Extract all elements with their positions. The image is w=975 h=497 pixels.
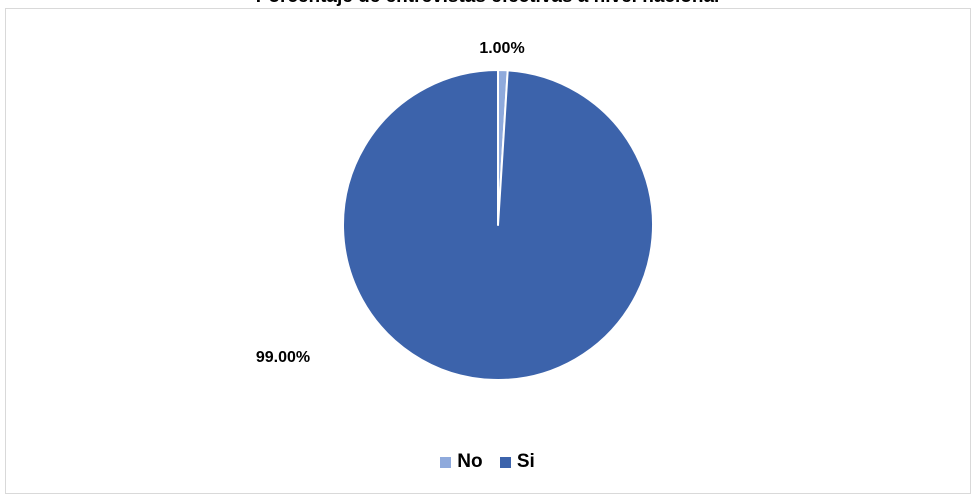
legend-label-no: No — [457, 451, 483, 472]
pie-slice-si — [342, 69, 654, 381]
data-label-no: 1.00% — [479, 40, 524, 57]
chart-legend: No Si — [0, 451, 975, 474]
legend-label-si: Si — [516, 451, 535, 472]
legend-swatch-si — [499, 456, 511, 468]
legend-swatch-no — [440, 456, 452, 468]
legend-item-si: Si — [499, 451, 535, 473]
legend-item-no: No — [440, 451, 483, 473]
chart-title: Porcentaje de entrevistas efectivas a ni… — [0, 0, 975, 8]
data-label-si: 99.00% — [256, 349, 310, 366]
